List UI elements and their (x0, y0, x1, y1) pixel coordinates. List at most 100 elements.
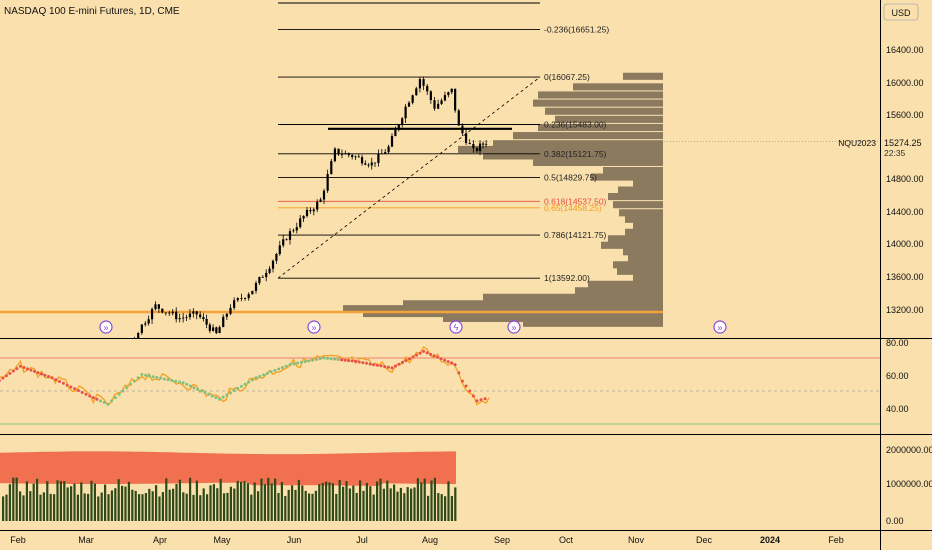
rsi-ma-dot (166, 378, 170, 382)
volume-bar (226, 492, 229, 521)
candle-body (454, 88, 457, 111)
candle-body (299, 218, 302, 228)
rsi-ma-dot (372, 363, 376, 367)
candle-body (373, 162, 377, 164)
rsi-ma-dot (347, 359, 351, 363)
volume-profile-row (403, 300, 663, 308)
volume-bar (192, 494, 195, 521)
rsi-ma-dot (232, 389, 236, 393)
rsi-ma-dot (464, 384, 468, 388)
volume-bar (308, 493, 311, 521)
candle-body (472, 144, 475, 149)
volume-bar (399, 487, 402, 521)
volume-bar (22, 495, 25, 521)
candle-body (222, 316, 225, 328)
fib-level-label: 0.236(15483.00) (544, 120, 607, 130)
volume-bar (325, 481, 328, 521)
event-markers[interactable]: » » ϟ » » (99, 320, 727, 334)
volume-bar (83, 493, 86, 521)
rsi-ma-dot (450, 361, 454, 365)
volume-bar (70, 486, 73, 521)
rsi-ma-dot (284, 364, 288, 368)
volume-bar (216, 488, 219, 521)
rsi-ma-dot (453, 363, 457, 367)
candle-body (326, 174, 329, 191)
volume-bar (138, 494, 141, 521)
volume-bar (161, 492, 164, 521)
rsi-ma-dot (365, 361, 368, 365)
currency-box[interactable] (883, 3, 919, 21)
rsi-ma-dot (61, 381, 65, 385)
rsi-ma-dot (102, 401, 106, 405)
rsi-ma-dot (136, 376, 140, 380)
rsi-ma-dot (121, 389, 125, 393)
candle-body (394, 129, 397, 137)
rsi-ma-dot (418, 351, 422, 355)
volume-bar (87, 493, 90, 521)
rsi-ma-dot (322, 356, 326, 360)
rsi-ma-dot (225, 393, 229, 397)
candle-body (397, 124, 400, 130)
volume-bar (369, 486, 372, 521)
time-axis[interactable]: Feb Mar Apr May Jun Jul Aug Sep Oct Nov … (0, 530, 932, 546)
rsi-ma-dot (174, 379, 178, 383)
volume-bar (389, 488, 392, 521)
volume-bar (97, 496, 100, 521)
rsi-ma-dot (368, 362, 372, 366)
volume-profile-row (545, 107, 663, 115)
volume-bar (134, 490, 137, 521)
fib-level-label: 0.5(14829.75) (544, 173, 597, 183)
price-axis[interactable]: USD 16400.00 16000.00 15600.00 14800.00 … (838, 0, 932, 550)
rsi-ma-dot (151, 375, 155, 379)
volume-bar (25, 481, 28, 521)
price-pane[interactable]: -0.236(16651.25) 0(16067.25) 0.236(15483.0… (0, 2, 880, 338)
candle-body (282, 239, 285, 246)
time-label: Oct (559, 535, 574, 545)
rsi-ma-dot (99, 399, 103, 403)
candle-body (147, 319, 150, 324)
candle-body (485, 143, 488, 145)
rsi-ma-dot (292, 362, 296, 366)
candle-body (461, 125, 464, 134)
rsi-ma-dot (296, 361, 300, 365)
fib-trend-line[interactable] (277, 76, 541, 279)
candle-body (415, 88, 418, 96)
volume-tick: 1000000.00 (886, 479, 932, 489)
rsi-ma-dot (221, 395, 225, 399)
rsi-ma-dot (326, 356, 330, 360)
rsi-ma-dot (43, 373, 47, 377)
fib-retracement[interactable]: -0.236(16651.25) 0(16067.25) 0.236(15483.0… (278, 2, 609, 283)
time-label: Aug (422, 535, 438, 545)
volume-bar (2, 496, 5, 521)
candle-body (154, 304, 157, 310)
rsi-ma-dot (50, 376, 54, 380)
rsi-ma-dot (386, 365, 390, 369)
candle-body (240, 298, 243, 299)
volume-bar (49, 493, 52, 521)
rsi-ma-dot (106, 402, 110, 406)
time-label: Nov (628, 535, 645, 545)
volume-bar (32, 483, 35, 521)
last-price-value: 15274.25 (884, 138, 922, 148)
rsi-ma-dot (436, 355, 440, 359)
volume-bar (12, 477, 15, 521)
candle-body (295, 227, 298, 231)
rsi-pane[interactable] (0, 346, 880, 425)
candle-body (265, 272, 268, 278)
volume-bar (376, 481, 379, 521)
rsi-ma-dot (25, 367, 29, 371)
volume-pane[interactable] (0, 451, 457, 521)
volume-bar (104, 484, 107, 521)
rsi-ma-dot (155, 376, 159, 379)
rsi-ma-dot (411, 355, 415, 359)
time-label: Dec (696, 535, 713, 545)
rsi-ma-dot (446, 360, 450, 364)
rsi-ma-dot (432, 354, 436, 358)
rsi-ma-dot (22, 366, 26, 370)
volume-profile-row (633, 180, 663, 188)
candle-body (175, 311, 178, 320)
rsi-ma-dot (439, 357, 443, 361)
rsi-ma-dot (88, 394, 92, 398)
volume-bar (42, 492, 45, 521)
